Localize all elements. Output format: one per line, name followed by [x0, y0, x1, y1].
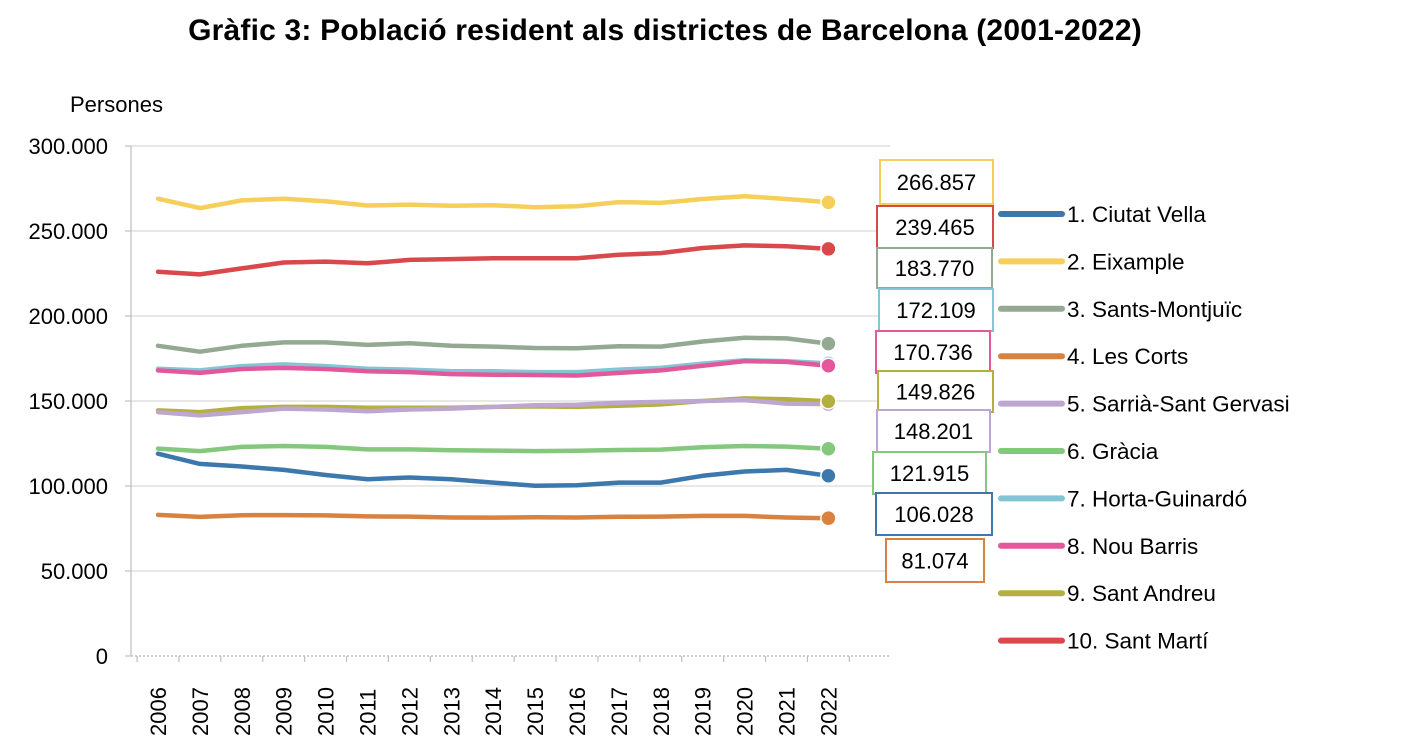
end-value-box — [872, 451, 987, 495]
x-tick-label: 2012 — [397, 687, 422, 736]
legend-label: 4. Les Corts — [1067, 344, 1188, 369]
x-tick-label: 2019 — [691, 687, 716, 736]
legend-label: 6. Gràcia — [1067, 439, 1159, 464]
series-line — [155, 512, 831, 521]
legend-label: 1. Ciutat Vella — [1067, 202, 1206, 227]
x-tick-label: 2009 — [272, 687, 297, 736]
legend-label: 10. Sant Martí — [1067, 629, 1209, 654]
end-value-label: 170.736 — [893, 340, 973, 365]
series-line — [155, 443, 831, 454]
x-tick-label: 2017 — [607, 687, 632, 736]
y-tick-label: 300.000 — [28, 134, 108, 159]
x-tick-label: 2015 — [523, 687, 548, 736]
series-line — [155, 397, 831, 418]
series-line — [155, 358, 831, 378]
legend-label: 2. Eixample — [1067, 249, 1185, 274]
series-line — [155, 451, 831, 488]
x-tick-label: 2013 — [439, 687, 464, 736]
series-line — [155, 193, 831, 211]
x-tick-label: 2011 — [356, 689, 381, 736]
x-tick-label: 2006 — [146, 687, 171, 736]
end-value-label: 172.109 — [896, 298, 976, 323]
x-tick-label: 2022 — [816, 687, 841, 736]
x-tick-label: 2007 — [188, 687, 213, 736]
end-value-labels: 266.857 239.465 183.770 172.109 170.736 149.8… — [872, 159, 994, 583]
series-end-marker — [820, 509, 837, 527]
series-end-marker — [820, 393, 837, 410]
x-tick-label: 2020 — [733, 687, 758, 736]
axes: 0 50.000 100.000 150.000 200.000 250.000 300.0… — [28, 134, 890, 736]
series-end-marker — [820, 467, 837, 485]
end-value-label: 266.857 — [897, 170, 977, 195]
series-end-marker — [820, 194, 837, 211]
end-value-box — [879, 159, 994, 205]
end-value-label: 149.826 — [896, 380, 976, 405]
end-value-label: 81.074 — [901, 549, 968, 574]
end-value-label: 239.465 — [895, 215, 975, 240]
end-value-label: 121.915 — [890, 461, 970, 486]
end-value-label: 106.028 — [894, 502, 974, 527]
legend-label: 5. Sarrià-Sant Gervasi — [1067, 392, 1290, 417]
x-tick-label: 2010 — [314, 687, 339, 736]
end-value-box — [876, 409, 991, 453]
y-tick-label: 100.000 — [28, 474, 108, 499]
y-tick-label: 250.000 — [28, 219, 108, 244]
end-value-label: 148.201 — [894, 419, 974, 444]
series-line — [155, 243, 831, 277]
legend-label: 9. Sant Andreu — [1067, 581, 1216, 606]
end-value-box — [885, 538, 985, 583]
legend: 1. Ciutat Vella 2. Eixample 3. Sants-Montj… — [998, 202, 1290, 654]
series-end-marker — [820, 335, 837, 352]
y-tick-label: 150.000 — [28, 389, 108, 414]
y-tick-label: 50.000 — [41, 559, 108, 584]
series-line — [155, 335, 831, 354]
y-axis-title: Persones — [70, 92, 163, 117]
end-value-box — [876, 205, 994, 249]
series-lines — [155, 193, 837, 527]
gridlines — [131, 145, 890, 572]
legend-label: 8. Nou Barris — [1067, 534, 1198, 559]
legend-label: 7. Horta-Guinardó — [1067, 486, 1247, 511]
end-value-label: 183.770 — [895, 256, 975, 281]
x-tick-label: 2021 — [775, 687, 800, 736]
x-tick-label: 2008 — [230, 687, 255, 736]
end-value-box — [875, 330, 991, 374]
series-end-marker — [820, 357, 837, 374]
series-end-marker — [820, 440, 837, 457]
y-tick-label: 200.000 — [28, 304, 108, 329]
chart-title: Gràfic 3: Població resident als district… — [188, 14, 1142, 47]
x-tick-label: 2018 — [649, 687, 674, 736]
series-end-marker — [820, 240, 837, 258]
x-tick-label: 2014 — [481, 687, 506, 736]
y-tick-label: 0 — [96, 644, 108, 669]
x-tick-label: 2016 — [565, 687, 590, 736]
legend-label: 3. Sants-Montjuïc — [1067, 297, 1242, 322]
end-value-box — [878, 288, 994, 332]
end-value-box — [875, 492, 993, 536]
